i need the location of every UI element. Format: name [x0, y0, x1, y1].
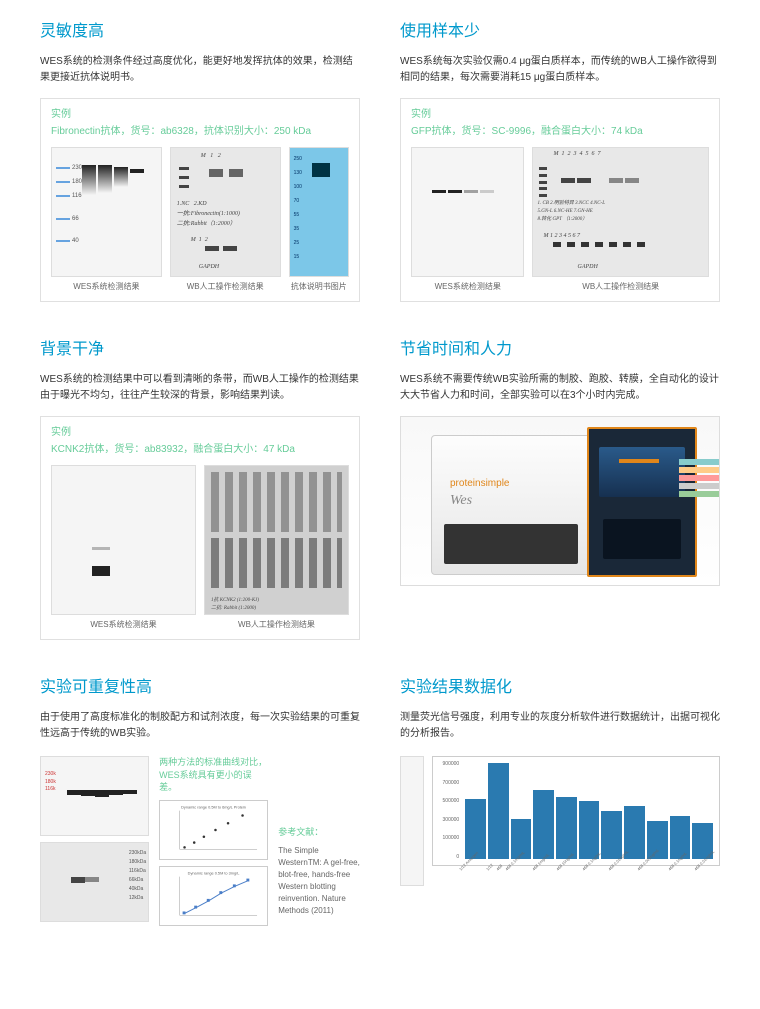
caption: WES系统检测结果: [435, 281, 501, 293]
scatter-chart-b: Dynamic range 0.5M to 3mg/L: [159, 866, 268, 926]
wb-result-image: M 1 2 3 4 5 6 7 1. CB 2.明验特异 3.NCC 4.NC-…: [532, 147, 709, 277]
bar: [579, 801, 600, 859]
caption: WB人工操作检测结果: [187, 281, 264, 293]
scatter-chart-a: Dynamic range 0.5M to 6mg/L Protein: [159, 800, 268, 860]
section-data: 实验结果数据化 测量荧光信号强度，利用专业的灰度分析软件进行数据统计，出据可视化…: [380, 676, 730, 956]
example-box: 实例 GFP抗体，货号：SC-9996，融合蛋白大小：74 kDa WES系统检…: [400, 98, 720, 302]
section-background: 背景干净 WES系统的检测结果中可以看到清晰的条带，而WB人工操作的检测结果由于…: [30, 338, 380, 676]
bar: [488, 763, 509, 859]
panel-b-blot: 230kDa180kDa116kDa 66kDa40kDa12kDa: [40, 842, 149, 922]
heading: 灵敏度高: [40, 20, 360, 44]
example-subtitle: GFP抗体，货号：SC-9996，融合蛋白大小：74 kDa: [411, 124, 709, 139]
section-sample: 使用样本少 WES系统每次实验仅需0.4 μg蛋白质样本，而传统的WB人工操作欲…: [380, 20, 730, 338]
comparison-note: 两种方法的标准曲线对比，WES系统具有更小的误差。: [159, 756, 268, 794]
caption: WB人工操作检测结果: [238, 619, 315, 631]
wb-result-image: M 1 2 1.NC 2.KD 一抗:Fibronectin(1:1000) 二…: [170, 147, 281, 277]
heading: 使用样本少: [400, 20, 720, 44]
caption: WB人工操作检测结果: [582, 281, 659, 293]
example-subtitle: Fibronectin抗体，货号：ab6328，抗体识别大小：250 kDa: [51, 124, 349, 139]
example-label: 实例: [411, 107, 709, 122]
section-sensitivity: 灵敏度高 WES系统的检测条件经过高度优化，能更好地发挥抗体的效果，检测结果更接…: [30, 20, 380, 338]
wes-result-image: 230 180 116 66 40: [51, 147, 162, 277]
heading: 实验结果数据化: [400, 676, 720, 700]
svg-text:Dynamic range 0.5M to 6mg/L Pr: Dynamic range 0.5M to 6mg/L Protein: [181, 806, 246, 810]
bar: [533, 790, 554, 859]
svg-text:Dynamic range 0.5M to 3mg/L: Dynamic range 0.5M to 3mg/L: [188, 872, 241, 876]
heading: 实验可重复性高: [40, 676, 360, 700]
description: 由于使用了高度标准化的制胶配方和试剂浓度，每一次实验结果的可重复性远高于传统的W…: [40, 710, 360, 742]
panel-a-blot: 230k180k116k: [40, 756, 149, 836]
example-box: 实例 Fibronectin抗体，货号：ab6328，抗体识别大小：250 kD…: [40, 98, 360, 302]
description: WES系统的检测条件经过高度优化，能更好地发挥抗体的效果，检测结果更接近抗体说明…: [40, 54, 360, 86]
caption: WES系统检测结果: [90, 619, 156, 631]
caption: 抗体说明书图片: [291, 281, 347, 293]
datasheet-image: 250 130 100 70 55 35 25 15: [289, 147, 349, 277]
section-time: 节省时间和人力 WES系统不需要传统WB实验所需的制胶、跑胶、转膜，全自动化的设…: [380, 338, 730, 676]
heading: 背景干净: [40, 338, 360, 362]
bar: [601, 811, 622, 859]
section-repeat: 实验可重复性高 由于使用了高度标准化的制胶配方和试剂浓度，每一次实验结果的可重复…: [30, 676, 380, 956]
example-box: 实例 KCNK2抗体，货号：ab83932，融合蛋白大小：47 kDa WES系…: [40, 416, 360, 640]
description: 测量荧光信号强度，利用专业的灰度分析软件进行数据统计，出据可视化的分析报告。: [400, 710, 720, 742]
instrument-photo: proteinsimple Wes: [400, 416, 720, 586]
reference-text: The Simple WesternTM: A gel-free, blot-f…: [278, 845, 360, 917]
description: WES系统不需要传统WB实验所需的制胶、跑胶、转膜，全自动化的设计大大节省人力和…: [400, 372, 720, 404]
example-label: 实例: [51, 107, 349, 122]
heading: 节省时间和人力: [400, 338, 720, 362]
description: WES系统的检测结果中可以看到清晰的条带，而WB人工操作的检测结果由于曝光不均匀…: [40, 372, 360, 404]
description: WES系统每次实验仅需0.4 μg蛋白质样本，而传统的WB人工操作欲得到相同的结…: [400, 54, 720, 86]
reference-label: 参考文献：: [278, 826, 360, 839]
example-label: 实例: [51, 425, 349, 440]
quant-blot-image: [400, 756, 424, 886]
wes-result-image: [51, 465, 196, 615]
wb-result-image: 1抗 KCNK2 (1:200-KJ) 二抗: Rabbit (1:2000): [204, 465, 349, 615]
wes-result-image: [411, 147, 524, 277]
example-subtitle: KCNK2抗体，货号：ab83932，融合蛋白大小：47 kDa: [51, 442, 349, 457]
bar: [556, 797, 577, 859]
caption: WES系统检测结果: [73, 281, 139, 293]
bar: [670, 816, 691, 859]
